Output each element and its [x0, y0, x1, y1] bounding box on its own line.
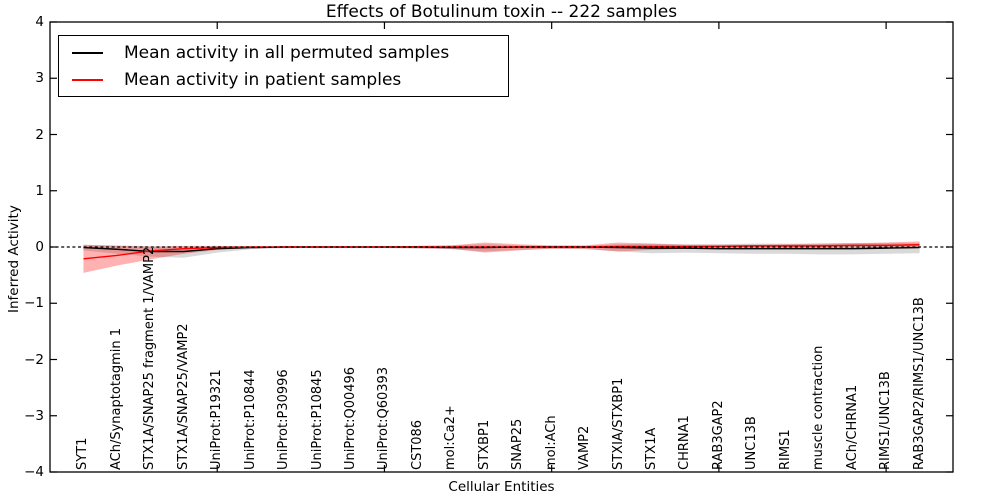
x-category-label: STXBP1 — [476, 419, 492, 470]
y-tick-label: 2 — [35, 126, 44, 143]
x-category-label: ACh/Synaptotagmin 1 — [108, 327, 124, 470]
y-tick-label: −3 — [24, 407, 44, 424]
x-category-label: mol:ACh — [543, 415, 559, 470]
x-category-label: RAB3GAP2/RIMS1/UNC13B — [911, 297, 927, 470]
x-category-label: VAMP2 — [577, 425, 593, 470]
x-category-label: STX1A — [644, 427, 659, 470]
x-category-label: muscle contraction — [811, 345, 827, 470]
x-category-label: SYT1 — [75, 437, 91, 470]
x-category-label: SNAP25 — [510, 418, 526, 470]
x-category-label: RIMS1/UNC13B — [878, 371, 894, 470]
x-category-label: STX1A/SNAP25/VAMP2 — [175, 323, 191, 470]
y-tick-label: 1 — [35, 182, 44, 199]
legend-label-patient: Mean activity in patient samples — [124, 69, 402, 90]
x-category-label: RIMS1 — [777, 429, 793, 470]
y-tick-label: 4 — [35, 14, 44, 30]
x-category-label: mol:Ca2+ — [443, 405, 459, 470]
x-category-label: UniProt:P19321 — [209, 369, 225, 470]
x-category-label: RAB3GAP2 — [710, 400, 726, 470]
y-tick-label: 3 — [35, 70, 44, 87]
line-series-1 — [83, 244, 920, 260]
red-line-swatch-icon — [72, 78, 103, 81]
y-tick-label: −4 — [24, 464, 44, 480]
legend-item-patient: Mean activity in patient samples — [59, 66, 508, 93]
legend-label-permuted: Mean activity in all permuted samples — [124, 42, 450, 63]
chart-title: Effects of Botulinum toxin -- 222 sample… — [325, 2, 678, 22]
legend: Mean activity in all permuted samples Me… — [58, 35, 509, 97]
x-category-label: STXIA/STXBP1 — [610, 377, 626, 470]
x-category-label: UNC13B — [744, 416, 760, 470]
x-category-label: CST086 — [409, 419, 425, 470]
y-tick-label: 0 — [35, 239, 44, 255]
black-line-swatch-icon — [72, 51, 103, 54]
x-category-label: UniProt:P10844 — [242, 369, 258, 470]
x-category-label: UniProt:Q00496 — [343, 366, 358, 470]
x-category-label: UniProt:Q60393 — [376, 366, 392, 470]
x-axis-label: Cellular Entities — [448, 479, 555, 495]
x-category-label: UniProt:P30996 — [276, 369, 292, 470]
x-category-label: CHRNA1 — [677, 415, 693, 470]
x-category-label: ACh/CHRNA1 — [844, 384, 860, 470]
y-tick-label: −1 — [24, 295, 44, 312]
x-category-label: UniProt:P10845 — [309, 369, 325, 470]
y-tick-label: −2 — [24, 351, 44, 368]
legend-item-permuted: Mean activity in all permuted samples — [59, 39, 508, 66]
x-category-label: STX1A/SNAP25 fragment 1/VAMP2 — [142, 246, 158, 470]
